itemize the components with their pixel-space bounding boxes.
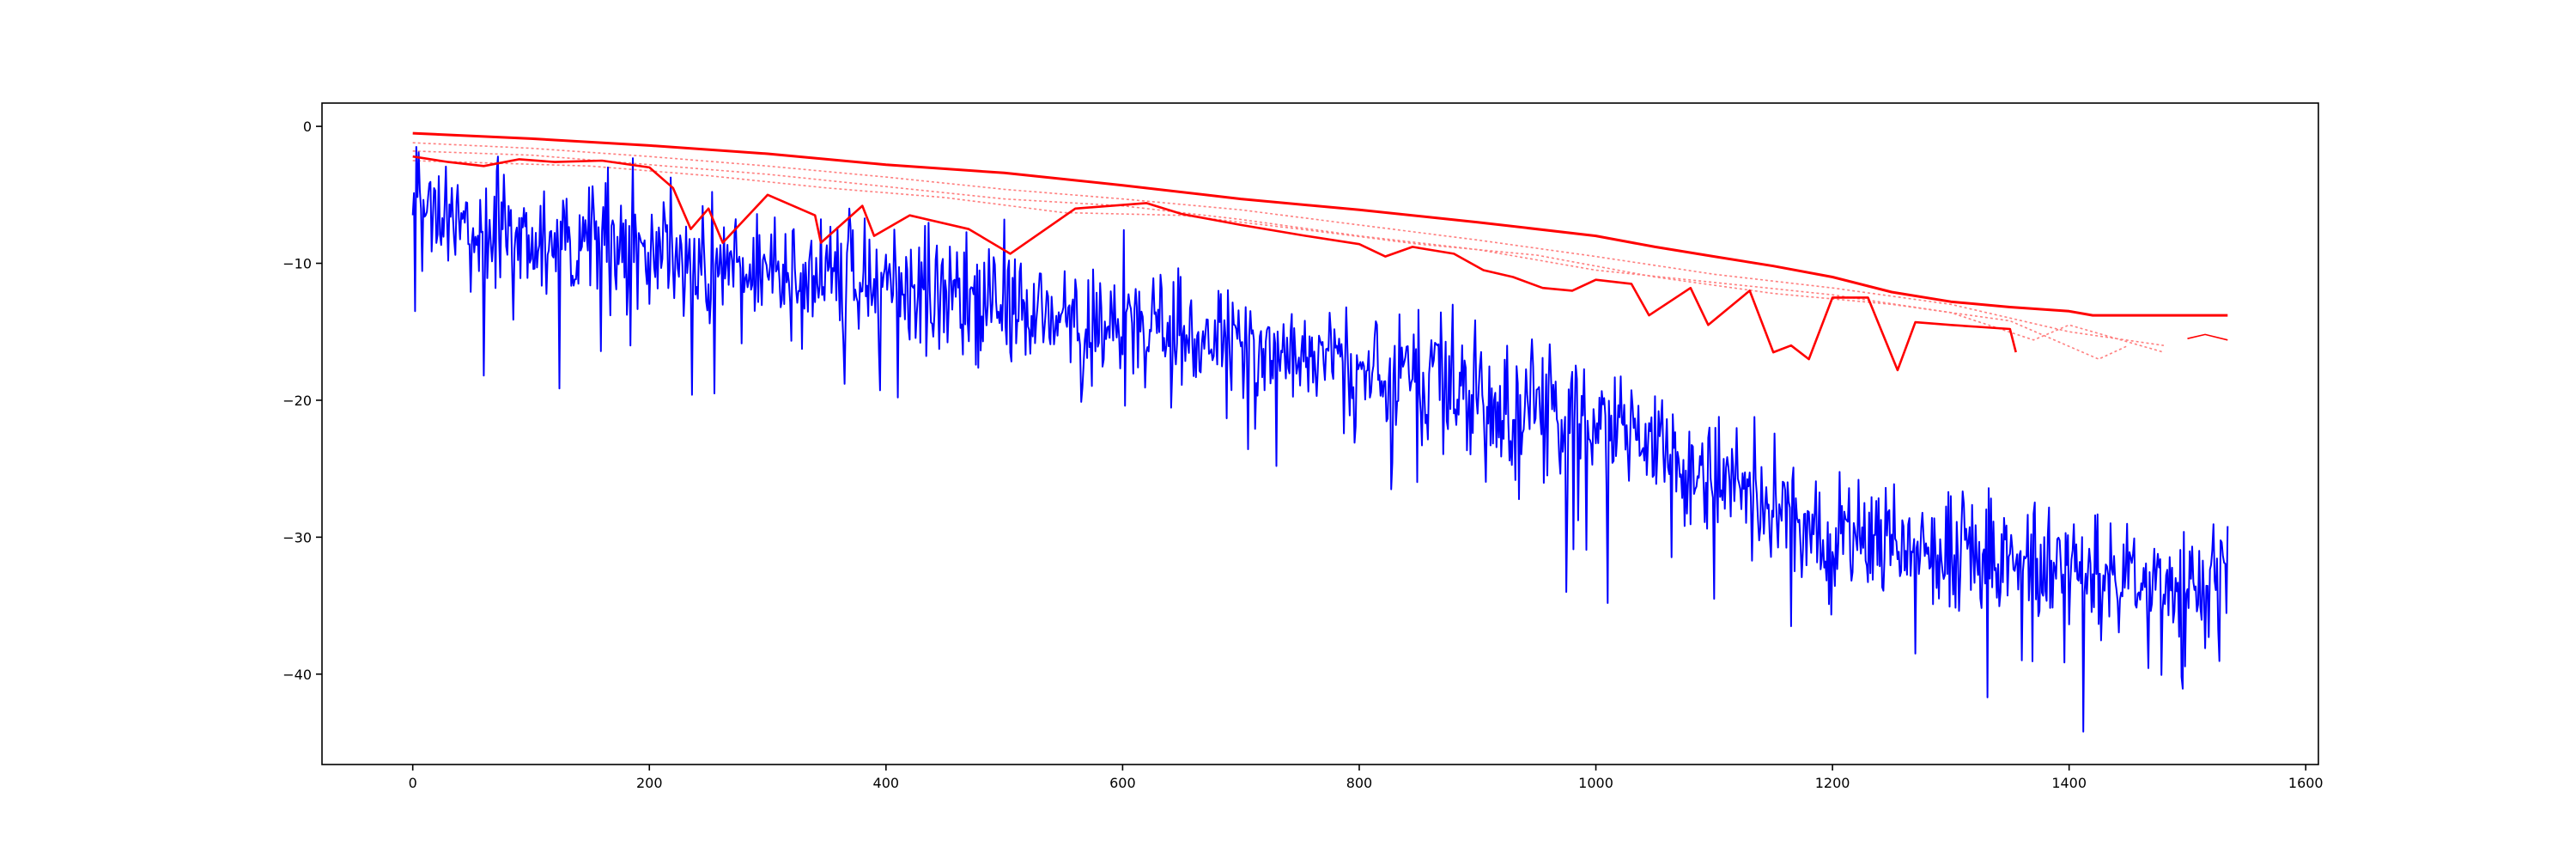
y-tick-label: −40 xyxy=(283,667,312,683)
series-line-5 xyxy=(2187,333,2228,341)
x-tick-label: 1400 xyxy=(2051,775,2087,791)
series-layer xyxy=(411,131,2229,733)
series-line-6 xyxy=(412,155,2017,372)
x-tick-label: 1200 xyxy=(1815,775,1850,791)
x-tick-label: 200 xyxy=(636,775,663,791)
y-tick-label: 0 xyxy=(303,119,312,135)
x-tick-label: 1000 xyxy=(1578,775,1613,791)
plot-frame xyxy=(321,102,2319,765)
x-tick-label: 1600 xyxy=(2288,775,2324,791)
series-line-4 xyxy=(411,146,2229,733)
y-tick-label: −30 xyxy=(283,529,312,545)
series-line-7 xyxy=(412,131,2228,317)
series-line-3 xyxy=(412,160,2129,360)
x-tick-label: 800 xyxy=(1346,775,1373,791)
x-tick-label: 600 xyxy=(1109,775,1136,791)
series-line-2 xyxy=(412,150,2165,353)
y-tick-label: −10 xyxy=(283,256,312,272)
y-axis: 0 −10 −20 −30 −40 xyxy=(283,119,322,683)
x-axis: 0 200 400 600 800 1000 1200 1400 1600 xyxy=(409,765,2324,791)
x-tick-label: 400 xyxy=(873,775,900,791)
y-tick-label: −20 xyxy=(283,393,312,409)
x-tick-label: 0 xyxy=(409,775,417,791)
